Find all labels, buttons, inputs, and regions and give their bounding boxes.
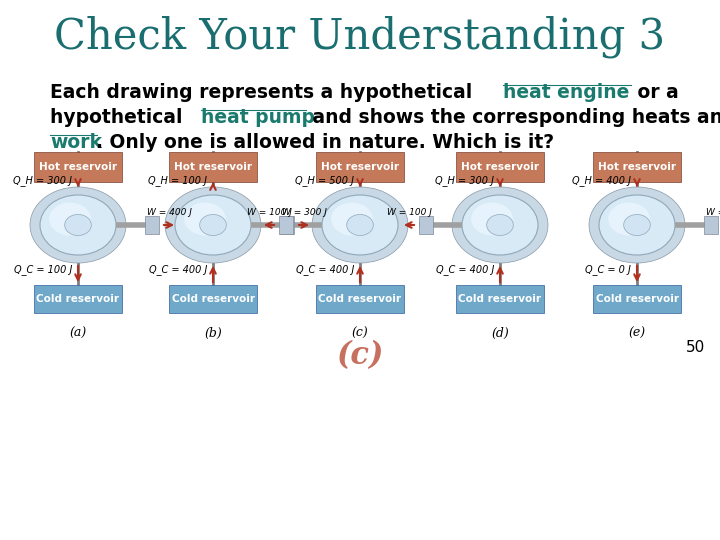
FancyBboxPatch shape	[456, 285, 544, 313]
Text: Cold reservoir: Cold reservoir	[595, 294, 678, 304]
Text: Q_C = 100 J: Q_C = 100 J	[14, 265, 72, 275]
Text: Hot reservoir: Hot reservoir	[174, 162, 252, 172]
Text: Hot reservoir: Hot reservoir	[461, 162, 539, 172]
Ellipse shape	[184, 202, 226, 235]
Text: (c): (c)	[336, 340, 384, 371]
FancyBboxPatch shape	[419, 216, 433, 234]
Text: Q_H = 300 J: Q_H = 300 J	[13, 175, 72, 186]
Ellipse shape	[199, 214, 226, 235]
Text: Q_C = 400 J: Q_C = 400 J	[436, 265, 494, 275]
Text: Q_C = 0 J: Q_C = 0 J	[585, 265, 631, 275]
Ellipse shape	[487, 214, 513, 235]
Text: hypothetical: hypothetical	[50, 108, 189, 127]
Ellipse shape	[462, 195, 538, 255]
FancyBboxPatch shape	[316, 152, 404, 182]
Ellipse shape	[347, 214, 373, 235]
Text: Cold reservoir: Cold reservoir	[318, 294, 402, 304]
FancyBboxPatch shape	[704, 216, 718, 234]
Text: (b): (b)	[204, 327, 222, 340]
Text: Q_C = 400 J: Q_C = 400 J	[296, 265, 354, 275]
Ellipse shape	[471, 202, 513, 235]
Ellipse shape	[65, 214, 91, 235]
Text: and shows the corresponding heats and: and shows the corresponding heats and	[306, 108, 720, 127]
FancyBboxPatch shape	[280, 216, 294, 234]
Ellipse shape	[608, 202, 650, 235]
Text: (a): (a)	[69, 327, 86, 340]
Text: Cold reservoir: Cold reservoir	[171, 294, 254, 304]
Ellipse shape	[30, 187, 126, 263]
Text: W = 400 J: W = 400 J	[706, 208, 720, 217]
FancyBboxPatch shape	[34, 285, 122, 313]
FancyBboxPatch shape	[456, 152, 544, 182]
FancyBboxPatch shape	[279, 216, 293, 234]
Text: Check Your Understanding 3: Check Your Understanding 3	[55, 15, 665, 57]
FancyBboxPatch shape	[593, 152, 681, 182]
Ellipse shape	[589, 187, 685, 263]
Text: 50: 50	[685, 340, 705, 355]
Text: Hot reservoir: Hot reservoir	[39, 162, 117, 172]
FancyBboxPatch shape	[34, 152, 122, 182]
Ellipse shape	[165, 187, 261, 263]
Text: heat engine: heat engine	[503, 83, 630, 102]
Text: (c): (c)	[351, 327, 369, 340]
Text: W = 300 J: W = 300 J	[282, 208, 326, 217]
Ellipse shape	[49, 202, 91, 235]
Text: W = 100 J: W = 100 J	[387, 208, 431, 217]
Ellipse shape	[452, 187, 548, 263]
Text: Q_H = 400 J: Q_H = 400 J	[572, 175, 631, 186]
Ellipse shape	[599, 195, 675, 255]
FancyBboxPatch shape	[145, 216, 159, 234]
Text: Hot reservoir: Hot reservoir	[598, 162, 676, 172]
Text: W = 400 J: W = 400 J	[147, 208, 192, 217]
Text: W = 100 J: W = 100 J	[246, 208, 292, 217]
Ellipse shape	[175, 195, 251, 255]
Text: Cold reservoir: Cold reservoir	[37, 294, 120, 304]
Ellipse shape	[331, 202, 373, 235]
Text: Q_H = 500 J: Q_H = 500 J	[295, 175, 354, 186]
Text: Q_H = 100 J: Q_H = 100 J	[148, 175, 207, 186]
Text: . Only one is allowed in nature. Which is it?: . Only one is allowed in nature. Which i…	[96, 133, 554, 152]
Ellipse shape	[312, 187, 408, 263]
Ellipse shape	[624, 214, 650, 235]
FancyBboxPatch shape	[316, 285, 404, 313]
FancyBboxPatch shape	[169, 152, 257, 182]
FancyBboxPatch shape	[593, 285, 681, 313]
Text: (d): (d)	[491, 327, 509, 340]
Text: (e): (e)	[629, 327, 646, 340]
Text: work: work	[50, 133, 102, 152]
Text: or a: or a	[631, 83, 679, 102]
FancyBboxPatch shape	[169, 285, 257, 313]
Text: Each drawing represents a hypothetical: Each drawing represents a hypothetical	[50, 83, 479, 102]
Text: Hot reservoir: Hot reservoir	[321, 162, 399, 172]
Ellipse shape	[322, 195, 398, 255]
Text: Q_H = 300 J: Q_H = 300 J	[435, 175, 494, 186]
Text: Cold reservoir: Cold reservoir	[459, 294, 541, 304]
Ellipse shape	[40, 195, 116, 255]
Text: Q_C = 400 J: Q_C = 400 J	[148, 265, 207, 275]
Text: heat pump: heat pump	[201, 108, 315, 127]
